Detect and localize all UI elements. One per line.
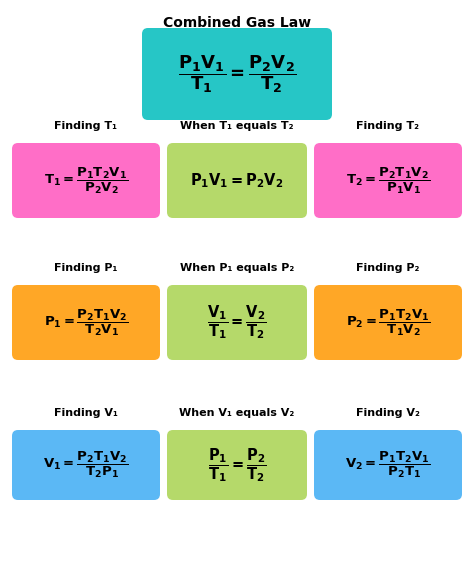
Text: Combined Gas Law: Combined Gas Law [163, 16, 311, 30]
Text: Finding V₁: Finding V₁ [54, 408, 118, 418]
Text: When P₁ equals P₂: When P₁ equals P₂ [180, 263, 294, 273]
Text: $\mathbf{P_1V_1 = P_2V_2}$: $\mathbf{P_1V_1 = P_2V_2}$ [190, 171, 284, 190]
Text: $\mathbf{T_2 = \dfrac{P_2T_1V_2}{P_1V_1}}$: $\mathbf{T_2 = \dfrac{P_2T_1V_2}{P_1V_1}… [346, 165, 430, 195]
FancyBboxPatch shape [314, 430, 462, 500]
Text: When V₁ equals V₂: When V₁ equals V₂ [179, 408, 295, 418]
Text: Finding T₂: Finding T₂ [356, 121, 419, 131]
FancyBboxPatch shape [12, 285, 160, 360]
Text: Finding T₁: Finding T₁ [55, 121, 118, 131]
FancyBboxPatch shape [167, 143, 307, 218]
Text: $\mathbf{T_1 = \dfrac{P_1T_2V_1}{P_2V_2}}$: $\mathbf{T_1 = \dfrac{P_1T_2V_1}{P_2V_2}… [44, 165, 128, 195]
FancyBboxPatch shape [314, 285, 462, 360]
Text: $\mathbf{\dfrac{P_1V_1}{T_1} = \dfrac{P_2V_2}{T_2}}$: $\mathbf{\dfrac{P_1V_1}{T_1} = \dfrac{P_… [178, 53, 296, 95]
FancyBboxPatch shape [12, 143, 160, 218]
Text: Finding P₂: Finding P₂ [356, 263, 419, 273]
FancyBboxPatch shape [12, 430, 160, 500]
FancyBboxPatch shape [167, 430, 307, 500]
Text: Finding V₂: Finding V₂ [356, 408, 420, 418]
Text: When T₁ equals T₂: When T₁ equals T₂ [180, 121, 294, 131]
FancyBboxPatch shape [142, 28, 332, 120]
Text: $\mathbf{P_1 = \dfrac{P_2T_1V_2}{T_2V_1}}$: $\mathbf{P_1 = \dfrac{P_2T_1V_2}{T_2V_1}… [44, 307, 128, 337]
FancyBboxPatch shape [167, 285, 307, 360]
Text: $\mathbf{V_2 = \dfrac{P_1T_2V_1}{P_2T_1}}$: $\mathbf{V_2 = \dfrac{P_1T_2V_1}{P_2T_1}… [346, 450, 430, 480]
Text: Finding P₁: Finding P₁ [55, 263, 118, 273]
Text: $\mathbf{\dfrac{V_1}{T_1} = \dfrac{V_2}{T_2}}$: $\mathbf{\dfrac{V_1}{T_1} = \dfrac{V_2}{… [207, 303, 267, 341]
Text: $\mathbf{V_1 = \dfrac{P_2T_1V_2}{T_2P_1}}$: $\mathbf{V_1 = \dfrac{P_2T_1V_2}{T_2P_1}… [44, 450, 128, 480]
FancyBboxPatch shape [314, 143, 462, 218]
Text: $\mathbf{P_2 = \dfrac{P_1T_2V_1}{T_1V_2}}$: $\mathbf{P_2 = \dfrac{P_1T_2V_1}{T_1V_2}… [346, 307, 430, 337]
Text: $\mathbf{\dfrac{P_1}{T_1} = \dfrac{P_2}{T_2}}$: $\mathbf{\dfrac{P_1}{T_1} = \dfrac{P_2}{… [208, 446, 266, 484]
